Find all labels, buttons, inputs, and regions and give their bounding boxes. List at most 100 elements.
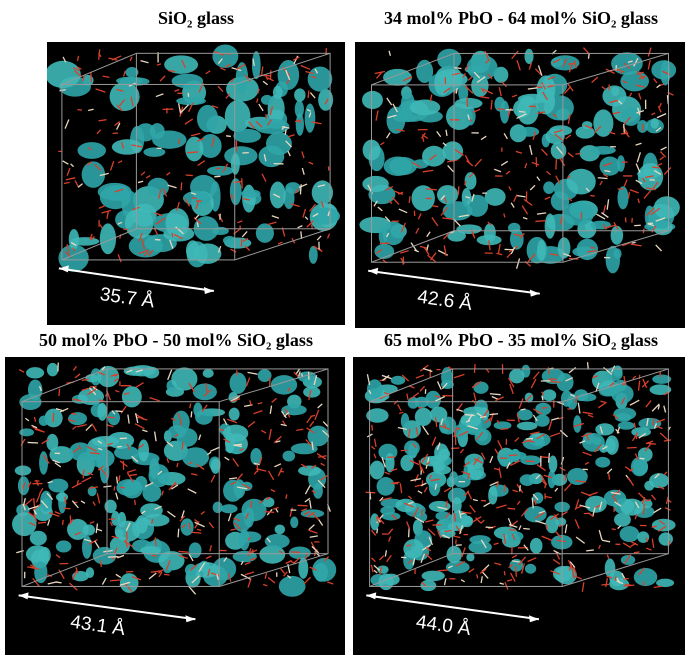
cavity-blob [313,483,323,499]
bond [268,222,277,224]
cavity-blob [124,367,145,376]
bond [168,370,172,380]
cavity-blob [533,492,544,503]
cavity-blob [203,369,214,378]
bond [508,508,516,509]
bond [512,95,517,97]
bond [504,571,505,575]
bond [380,142,384,144]
cavity-blob [69,229,79,250]
bond [556,159,557,169]
bond [660,157,664,160]
bond [516,195,525,196]
bond [474,393,476,401]
bond [498,440,503,449]
bond [261,430,266,433]
cavity-blob [303,386,320,397]
bond [254,471,257,474]
bond [371,565,373,572]
cavity-blob [488,486,497,504]
cavity-blob [171,367,197,390]
cavity-blob [430,407,447,423]
bond [72,483,82,488]
bond [73,366,76,370]
cavity-blob [182,447,209,467]
bond [305,498,310,502]
bond [111,161,114,170]
panel-title: 50 mol% PbO - 50 mol% SiO₂ glass [0,330,352,351]
bond [500,583,504,584]
bond [96,89,106,92]
bond [206,556,211,558]
bond [498,244,500,253]
bond [285,130,286,135]
bond [639,93,641,99]
bond [646,400,651,407]
bond [248,372,258,374]
bond [524,199,532,205]
bond [181,182,182,190]
bond [374,570,377,572]
bond [59,389,60,396]
bond [541,457,548,458]
cavity-blob [285,182,300,194]
bond [473,500,478,501]
bond [664,406,666,413]
bond [468,77,472,81]
bond [231,194,232,199]
cavity-blob [420,456,443,466]
bond [174,90,179,92]
bond [496,505,506,508]
cavity-blob [238,531,261,542]
bond [97,493,99,503]
bond [254,411,263,414]
cavity-blob [298,466,321,476]
bond [218,86,223,91]
bond [665,508,670,511]
bond [437,570,448,571]
cavity-blob [545,213,556,238]
bond [664,472,667,475]
cavity-blob [611,87,619,96]
bond [575,519,579,528]
bond [415,474,418,481]
bond [583,452,592,455]
bond [576,537,584,543]
cavity-blob [605,435,618,455]
bond [420,386,425,391]
cavity-blob [543,181,554,194]
cavity-blob [15,466,31,476]
bond [197,529,201,530]
cavity-blob [519,127,539,137]
bond [533,372,539,379]
bond [387,555,392,562]
bond [640,458,645,459]
cavity-blob [281,404,306,415]
cavity-blob [308,426,329,447]
bond [34,417,35,422]
bond [551,418,559,420]
bond [399,412,403,413]
bond [446,130,447,136]
bond [475,159,482,166]
bond [634,423,635,428]
bond [499,87,501,96]
cavity-blob [585,496,607,513]
bond [460,449,463,453]
bond [179,139,180,145]
bond [379,556,383,561]
bond [73,426,77,429]
cavity-blob [93,547,116,565]
bond [653,508,661,513]
bond [317,236,321,240]
bond [230,529,236,530]
cube-contents [365,362,676,592]
cube-contents [12,363,336,597]
bond [651,113,655,115]
cavity-blob [420,580,436,591]
bond [214,176,220,177]
bond [210,447,220,451]
bond [310,536,318,537]
bond [607,199,608,209]
bond [119,475,120,481]
